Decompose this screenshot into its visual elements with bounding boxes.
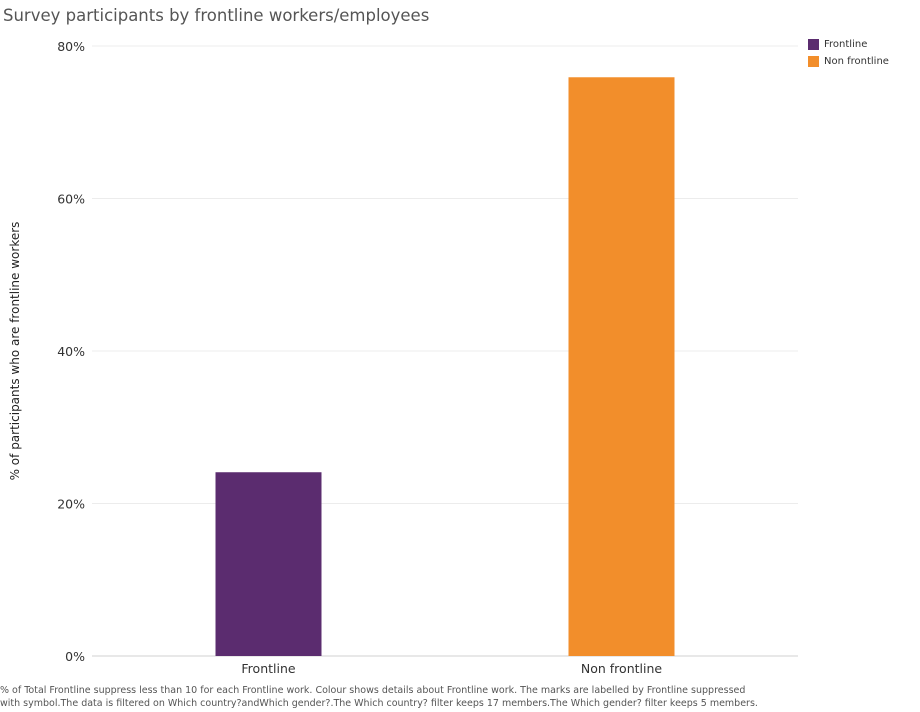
legend-swatch-frontline xyxy=(808,39,819,50)
y-tick-label: 80% xyxy=(57,39,85,54)
y-tick-label: 40% xyxy=(57,344,85,359)
y-tick-label: 0% xyxy=(65,649,85,664)
legend-item-frontline[interactable]: Frontline xyxy=(808,36,889,53)
y-tick-label: 20% xyxy=(57,497,85,512)
legend: Frontline Non frontline xyxy=(808,36,889,70)
y-tick-label: 60% xyxy=(57,192,85,207)
x-tick-label: Frontline xyxy=(241,661,295,676)
bar xyxy=(215,472,322,656)
chart-title: Survey participants by frontline workers… xyxy=(3,6,430,25)
legend-label-non-frontline: Non frontline xyxy=(824,56,889,67)
footnote: % of Total Frontline suppress less than … xyxy=(0,685,758,709)
y-axis-title: % of participants who are frontline work… xyxy=(8,222,22,481)
bar xyxy=(568,77,675,656)
legend-item-non-frontline[interactable]: Non frontline xyxy=(808,53,889,70)
legend-label-frontline: Frontline xyxy=(824,39,868,50)
legend-swatch-non-frontline xyxy=(808,56,819,67)
x-tick-label: Non frontline xyxy=(581,661,662,676)
